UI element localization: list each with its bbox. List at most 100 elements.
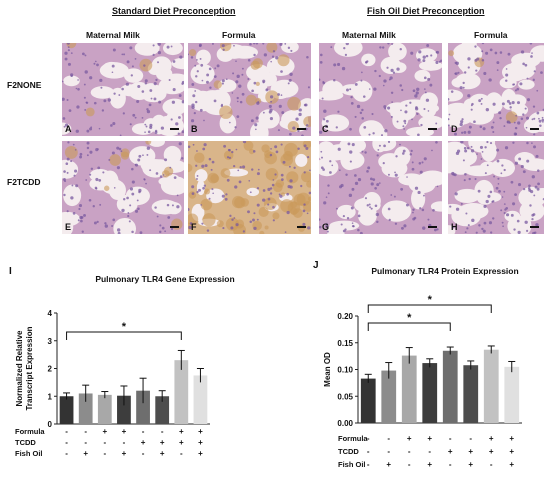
scale-bar — [170, 128, 179, 130]
factor-mark: - — [449, 460, 452, 469]
bar — [155, 396, 170, 424]
chart-title-protein: Pulmonary TLR4 Protein Expression — [371, 266, 519, 276]
panel-letter: A — [65, 124, 72, 134]
y-axis-label: Transcript Expression — [25, 326, 34, 410]
scale-bar — [297, 226, 306, 228]
micrograph-panel-g: G — [319, 141, 442, 234]
factor-mark: - — [65, 427, 68, 436]
factor-mark: + — [179, 438, 184, 447]
lung-tissue-image — [62, 141, 184, 234]
y-tick-label: 0.15 — [337, 339, 353, 348]
bar — [401, 355, 417, 423]
factor-mark: + — [509, 447, 514, 456]
bar — [360, 378, 376, 423]
panel-letter: E — [65, 222, 72, 232]
bar — [97, 394, 112, 424]
scale-bar — [428, 128, 437, 130]
y-axis-label: Normalized Relative — [15, 330, 24, 407]
factor-mark: + — [179, 427, 184, 436]
panel-letter: C — [322, 124, 329, 134]
significance-bracket — [367, 322, 451, 331]
bar — [381, 370, 397, 423]
factor-mark: + — [160, 438, 165, 447]
factor-mark: - — [65, 449, 68, 458]
scale-bar — [297, 128, 306, 130]
y-tick-label: 0.10 — [337, 366, 353, 375]
bar — [483, 349, 499, 423]
chart-gene-expression: 0 1 2 3 4 Normalized Relative Transcript Expre… — [15, 309, 210, 458]
factor-mark: + — [198, 449, 203, 458]
bar — [136, 390, 150, 424]
factor-mark: - — [367, 447, 370, 456]
micrograph-panel-f: F — [188, 141, 311, 234]
scale-bar — [428, 226, 437, 228]
panel-letter: D — [451, 124, 458, 134]
lung-tissue-image — [448, 43, 544, 136]
factor-mark: + — [468, 447, 473, 456]
factor-mark: - — [84, 427, 87, 436]
y-tick-label: 0.05 — [337, 392, 353, 401]
scale-bar — [530, 128, 539, 130]
factor-row-label: Fish Oil — [15, 449, 43, 458]
factor-mark: - — [367, 460, 370, 469]
column-title-formula-1: Formula — [222, 30, 256, 40]
group-title-standard: Standard Diet Preconception — [112, 6, 236, 16]
factor-mark: + — [489, 447, 494, 456]
factor-mark: - — [387, 447, 390, 456]
factor-mark: - — [103, 449, 106, 458]
factor-mark: - — [428, 447, 431, 456]
significance-star: * — [122, 321, 127, 333]
bar — [193, 375, 208, 424]
bar — [463, 365, 479, 423]
factor-mark: - — [408, 460, 411, 469]
row-label-f2none: F2NONE — [7, 80, 42, 90]
y-tick-label: 4 — [48, 309, 53, 318]
factor-mark: + — [489, 434, 494, 443]
micrograph-panel-a: A — [62, 43, 184, 136]
bar — [442, 350, 458, 423]
factor-mark: + — [427, 434, 432, 443]
factor-mark: - — [367, 434, 370, 443]
factor-mark: + — [160, 449, 165, 458]
chart-letter-j: J — [313, 260, 319, 271]
factor-mark: - — [103, 438, 106, 447]
bar — [174, 360, 189, 424]
factor-mark: - — [123, 438, 126, 447]
factor-row-label: TCDD — [338, 447, 359, 456]
factor-mark: + — [122, 427, 127, 436]
lung-tissue-image — [188, 141, 311, 234]
panel-letter: F — [191, 222, 197, 232]
group-title-fish-oil: Fish Oil Diet Preconception — [367, 6, 485, 16]
y-tick-label: 0 — [48, 420, 53, 429]
column-title-maternal-milk-1: Maternal Milk — [86, 30, 140, 40]
significance-bracket — [66, 331, 182, 340]
scale-bar — [530, 226, 539, 228]
lung-tissue-image — [188, 43, 311, 136]
factor-mark: + — [386, 460, 391, 469]
y-tick-label: 1 — [48, 392, 53, 401]
bar — [78, 393, 93, 424]
factor-row-label: Fish Oil — [338, 460, 366, 469]
bar — [422, 363, 438, 423]
bar — [504, 366, 520, 423]
factor-mark: + — [448, 447, 453, 456]
y-tick-label: 0.20 — [337, 312, 353, 321]
panel-letter: H — [451, 222, 458, 232]
factor-mark: + — [509, 460, 514, 469]
chart-letter-i: I — [9, 266, 12, 277]
scale-bar — [170, 226, 179, 228]
factor-mark: - — [387, 434, 390, 443]
factor-mark: - — [65, 438, 68, 447]
column-title-formula-2: Formula — [474, 30, 508, 40]
factor-mark: + — [427, 460, 432, 469]
micrograph-panel-c: C — [319, 43, 442, 136]
significance-star: * — [428, 294, 433, 306]
factor-mark: - — [142, 449, 145, 458]
significance-star: * — [407, 312, 412, 324]
panel-letter: G — [322, 222, 330, 232]
factor-mark: - — [469, 434, 472, 443]
factor-mark: - — [142, 427, 145, 436]
y-tick-label: 3 — [48, 337, 53, 346]
row-label-f2tcdd: F2TCDD — [7, 177, 41, 187]
